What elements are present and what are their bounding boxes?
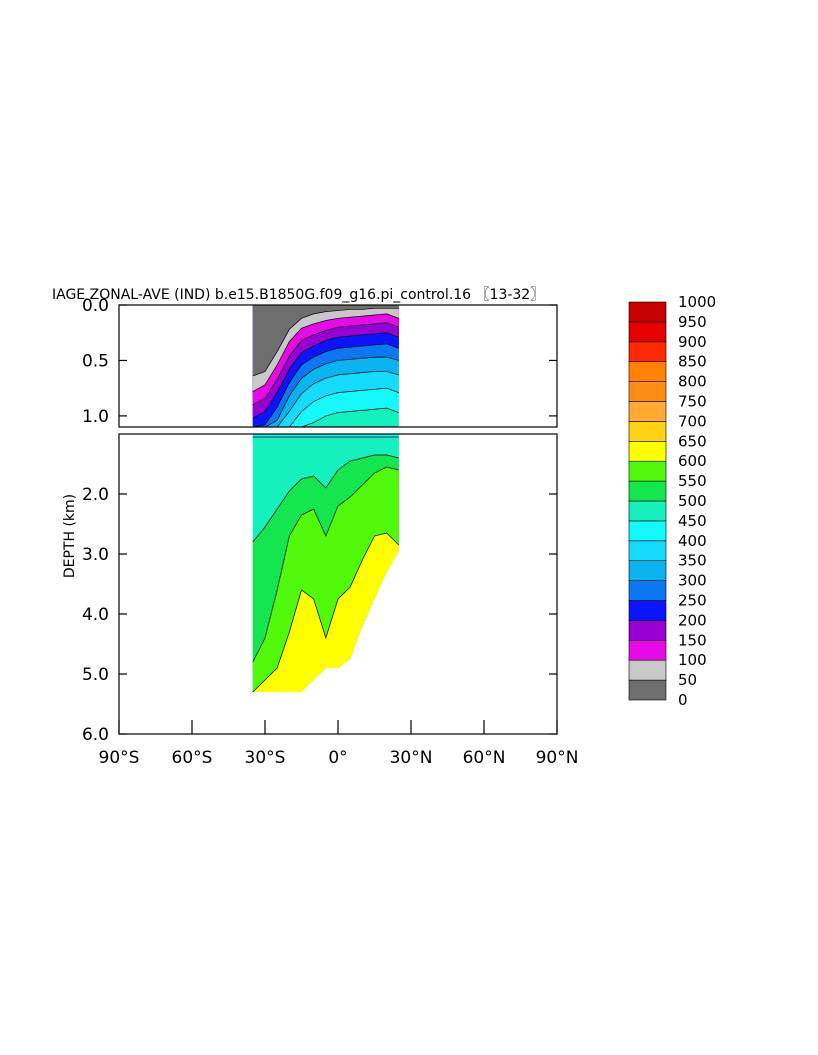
contour-500: [252, 454, 399, 543]
x-tick-label: 90°N: [536, 748, 579, 768]
chart-title: IAGE ZONAL-AVE (IND) b.e15.B1850G.f09_g1…: [52, 287, 544, 303]
colorbar-label: 200: [678, 611, 707, 629]
colorbar-swatch: [628, 341, 667, 362]
colorbar-swatch: [628, 460, 667, 482]
y-tick-label: 0.0: [82, 296, 109, 316]
y-tick-label: 1.0: [82, 407, 109, 427]
lower-panel-field: [252, 434, 400, 693]
colorbar-label: 250: [678, 592, 707, 610]
x-tick-label: 30°S: [245, 748, 286, 768]
upper-panel-field: [252, 305, 399, 428]
colorbar-label: 850: [678, 353, 707, 371]
colorbar-swatch: [628, 301, 667, 323]
colorbar-swatch: [628, 540, 667, 561]
contour-100: [252, 313, 399, 392]
colorbar-label: 100: [678, 651, 707, 669]
colorbar-label: 550: [678, 472, 707, 490]
colorbar-swatch: [628, 361, 667, 382]
colorbar-label: 450: [678, 512, 707, 530]
colorbar-swatch: [628, 679, 667, 701]
colorbar-swatch: [628, 600, 667, 621]
contour-150: [252, 322, 399, 406]
colorbar-label: 400: [678, 532, 707, 550]
contour-550: [252, 466, 399, 663]
colorbar-swatch: [628, 480, 667, 502]
x-tick-label: 60°S: [172, 748, 213, 768]
colorbar-label: 700: [678, 412, 707, 430]
colorbar-label: 950: [678, 313, 707, 331]
x-tick-label: 30°N: [390, 748, 433, 768]
colorbar-label: 750: [678, 393, 707, 411]
contour-250: [252, 343, 399, 428]
colorbar-label: 600: [678, 452, 707, 470]
upper-panel-frame: [118, 304, 558, 428]
colorbar-swatch: [628, 381, 667, 402]
colorbar-swatch: [628, 321, 667, 343]
colorbar-swatch: [628, 620, 667, 641]
y-tick-label: 6.0: [82, 725, 109, 745]
colorbar-label: 300: [678, 572, 707, 590]
contour-50: [252, 307, 399, 377]
colorbar-label: 500: [678, 492, 707, 510]
colorbar-swatch: [628, 421, 667, 442]
y-tick-label: 4.0: [82, 605, 109, 625]
x-axis: 90°S 60°S 30°S 0° 30°N 60°N 90°N: [99, 720, 579, 768]
y-axis-label: DEPTH (km): [62, 494, 78, 578]
upper-y-axis: 0.0 0.5 1.0: [82, 296, 557, 427]
contour-200: [252, 332, 399, 419]
colorbar-label: 1000: [678, 293, 716, 311]
x-tick-label: 60°N: [463, 748, 506, 768]
colorbar-label: 900: [678, 333, 707, 351]
y-tick-label: 0.5: [82, 351, 109, 371]
field-band-600: [252, 533, 399, 692]
colorbar-swatch: [628, 520, 667, 542]
y-tick-label: 2.0: [82, 485, 109, 505]
contour-600: [252, 532, 400, 693]
x-tick-label: 0°: [328, 748, 347, 768]
colorbar-swatch: [628, 580, 667, 601]
colorbar-swatch: [628, 639, 667, 661]
colorbar-label: 350: [678, 552, 707, 570]
contour-300: [252, 356, 399, 428]
lower-y-axis: 2.0 3.0 4.0 5.0 6.0: [82, 485, 557, 745]
colorbar-swatch: [628, 500, 667, 522]
x-tick-label: 90°S: [99, 748, 140, 768]
colorbar-label: 50: [678, 671, 697, 689]
colorbar-swatch: [628, 560, 667, 581]
colorbar-label: 150: [678, 631, 707, 649]
colorbar-swatch: [628, 659, 667, 681]
colorbar-label: 0: [678, 691, 688, 709]
colorbar-label: 800: [678, 373, 707, 391]
colorbar-label: 650: [678, 432, 707, 450]
colorbar-swatch: [628, 401, 667, 422]
colorbar-swatch: [628, 440, 667, 462]
y-tick-label: 3.0: [82, 545, 109, 565]
y-tick-label: 5.0: [82, 665, 109, 685]
field-band-0: [252, 305, 399, 376]
